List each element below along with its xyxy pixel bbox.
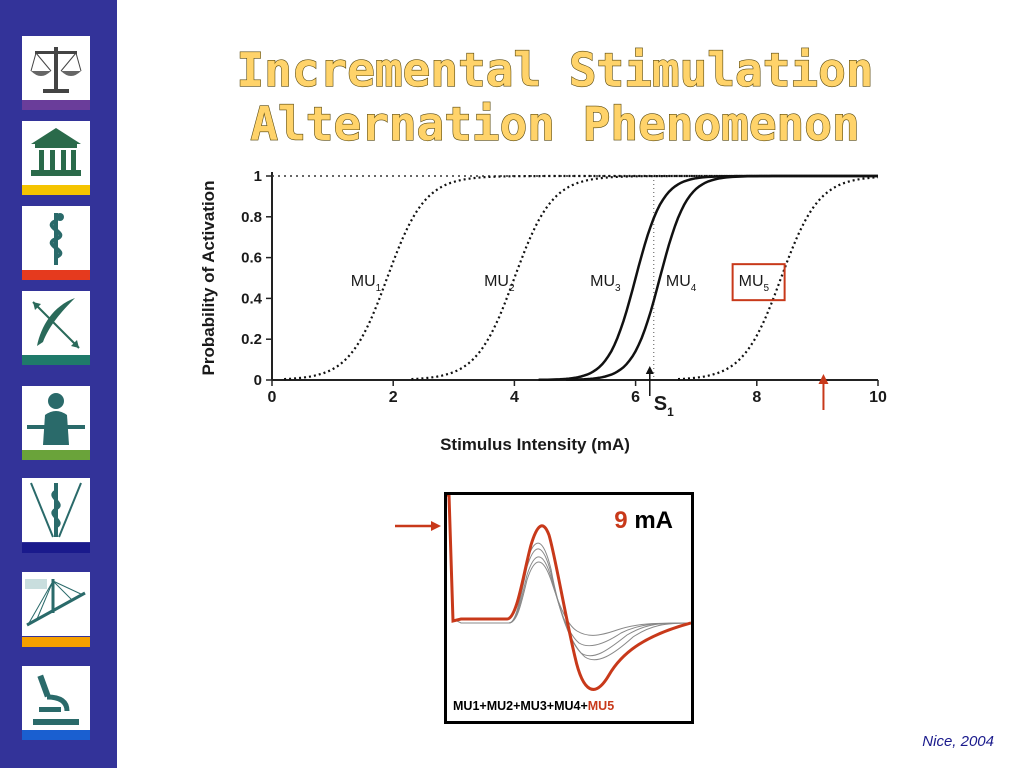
trace-3	[508, 548, 692, 657]
tile-bar	[22, 730, 90, 740]
tile-bar	[22, 185, 90, 195]
label-mu1: MU1	[351, 273, 382, 294]
y-tick-label: 1	[254, 168, 262, 185]
microscope-icon[interactable]	[22, 666, 90, 730]
y-tick-label: 0.2	[241, 331, 262, 348]
slide-title: Incremental Stimulation Alternation Phen…	[130, 38, 980, 151]
tile-bar	[22, 270, 90, 280]
title-line-2: Alternation Phenomenon	[250, 97, 859, 148]
x-tick-label: 4	[510, 389, 519, 406]
mu5-highlight-box	[731, 263, 786, 302]
trace-4	[508, 542, 692, 661]
waveform-inset: 9 mA MU1+MU2+MU3+MU4+MU5	[444, 492, 694, 724]
intensity-label: 9 mA	[614, 507, 673, 534]
series-mu5	[677, 176, 879, 381]
x-tick-label: 10	[869, 389, 887, 406]
y-tick-label: 0.4	[241, 290, 263, 307]
label-mu4: MU4	[666, 273, 697, 294]
activation-chart: 0 2 4 6 8 10 0 0.2 0.4 0.6 0.8 1 Stimulus Intensity …	[199, 168, 887, 454]
y-tick-label: 0.6	[241, 250, 262, 267]
courthouse-icon[interactable]	[22, 121, 90, 185]
tile-bar	[22, 450, 90, 460]
x-tick-label: 2	[389, 389, 398, 406]
waveform-plot	[447, 493, 692, 691]
quill-arrows-icon[interactable]	[22, 291, 90, 355]
x-tick-label: 0	[268, 389, 277, 406]
series-mu4	[565, 174, 878, 382]
label-mu3: MU3	[590, 273, 621, 294]
tile-bar	[22, 100, 90, 110]
credit-text: Nice, 2004	[922, 733, 994, 750]
scales-icon[interactable]	[22, 36, 90, 100]
x-tick-label: 6	[631, 389, 640, 406]
sum-label: MU1+MU2+MU3+MU4+MU5	[453, 699, 615, 713]
sidebar	[0, 0, 117, 768]
x-axis-label: Stimulus Intensity (mA)	[440, 435, 630, 454]
person-icon[interactable]	[22, 386, 90, 450]
label-mu2: MU2	[484, 273, 515, 294]
left-arrow-marker	[395, 521, 441, 531]
label-mu5: MU5	[739, 273, 770, 294]
rod-of-asclepius-icon[interactable]	[22, 478, 90, 542]
tile-bar	[22, 637, 90, 647]
bridge-icon[interactable]	[22, 572, 90, 636]
x-tick-label: 8	[752, 389, 761, 406]
tile-bar	[22, 543, 90, 553]
red-arrow-head	[818, 374, 829, 384]
s1-arrow-head	[645, 366, 654, 374]
y-axis-label: Probability of Activation	[199, 181, 218, 376]
tile-bar	[22, 355, 90, 365]
caduceus-icon[interactable]	[22, 206, 90, 270]
s1-label: S1	[654, 393, 674, 419]
y-tick-label: 0	[254, 372, 262, 389]
trace-highlight	[447, 493, 692, 691]
title-line-1: Incremental Stimulation	[237, 43, 874, 97]
series-mu2	[411, 174, 878, 381]
y-tick-label: 0.8	[241, 209, 262, 226]
trace-2	[508, 556, 692, 647]
